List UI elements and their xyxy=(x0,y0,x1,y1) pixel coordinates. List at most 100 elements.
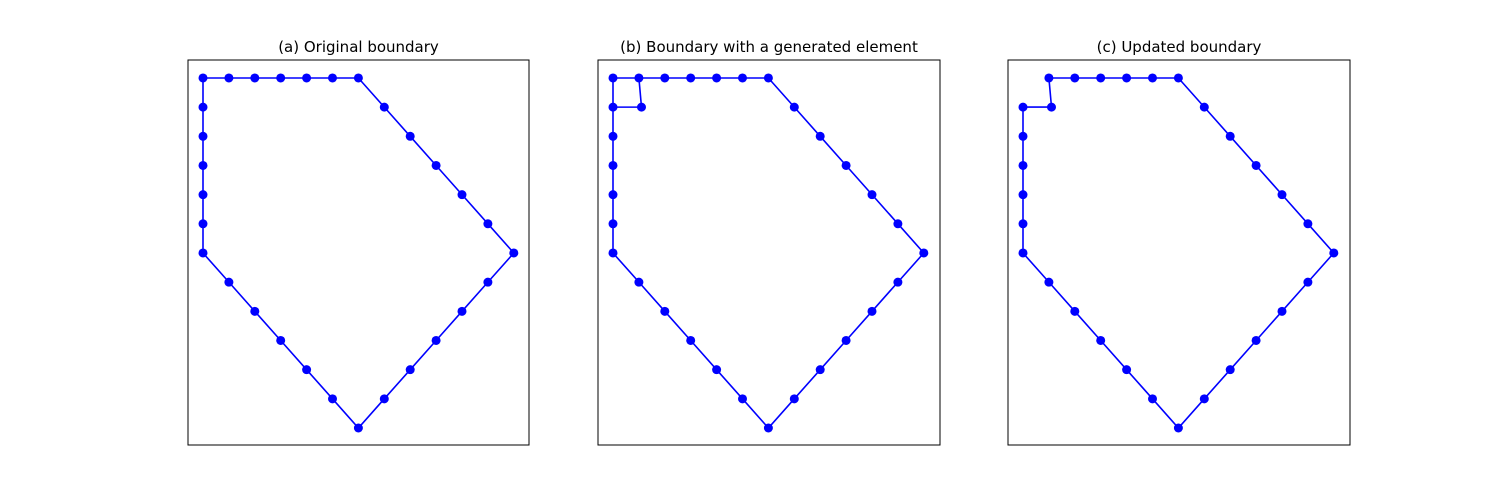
boundary-node xyxy=(1018,248,1028,258)
boundary-node xyxy=(457,306,467,316)
boundary-node xyxy=(686,335,696,345)
boundary-node xyxy=(608,102,618,112)
boundary-node xyxy=(1044,73,1054,83)
boundary-node xyxy=(198,190,208,200)
boundary-node xyxy=(1046,102,1056,112)
boundary-node xyxy=(198,219,208,229)
boundary-node xyxy=(919,248,929,258)
boundary-node xyxy=(353,423,363,433)
boundary-node xyxy=(198,248,208,258)
boundary-node xyxy=(634,73,644,83)
boundary-node xyxy=(379,102,389,112)
boundary-node xyxy=(198,131,208,141)
boundary-node xyxy=(608,131,618,141)
boundary-node xyxy=(660,73,670,83)
boundary-node xyxy=(1251,335,1261,345)
panel-updated-boundary: (c) Updated boundary xyxy=(1007,38,1351,446)
boundary-node xyxy=(250,73,260,83)
boundary-node xyxy=(353,73,363,83)
boundary-plot xyxy=(1018,73,1339,433)
boundary-node xyxy=(1070,306,1080,316)
boundary-node xyxy=(893,219,903,229)
boundary-node xyxy=(867,190,877,200)
boundary-node xyxy=(198,73,208,83)
boundary-node xyxy=(815,365,825,375)
boundary-node xyxy=(405,131,415,141)
boundary-node xyxy=(738,394,747,404)
boundary-node xyxy=(841,335,851,345)
boundary-node xyxy=(276,73,286,83)
boundary-node xyxy=(738,73,747,83)
boundary-node xyxy=(1173,73,1183,83)
boundary-node xyxy=(763,73,773,83)
boundary-node xyxy=(1018,160,1028,170)
boundary-node xyxy=(608,248,618,258)
panel-title: (a) Original boundary xyxy=(278,38,439,56)
boundary-node xyxy=(1277,306,1287,316)
panel-original-boundary: (a) Original boundary xyxy=(187,38,530,446)
boundary-node xyxy=(634,277,644,287)
boundary-node xyxy=(1199,394,1209,404)
boundary-node xyxy=(712,365,722,375)
boundary-node xyxy=(276,335,286,345)
boundary-node xyxy=(893,277,903,287)
boundary-node xyxy=(686,73,696,83)
boundary-node xyxy=(1148,394,1157,404)
boundary-node xyxy=(379,394,389,404)
boundary-node xyxy=(1225,131,1235,141)
boundary-node xyxy=(457,190,467,200)
boundary-node xyxy=(608,73,618,83)
boundary-node xyxy=(1018,190,1028,200)
boundary-node xyxy=(1122,73,1132,83)
boundary-node xyxy=(250,306,260,316)
boundary-node xyxy=(198,160,208,170)
boundary-node xyxy=(328,73,337,83)
boundary-node xyxy=(302,365,312,375)
boundary-plot xyxy=(198,73,519,433)
boundary-node xyxy=(1148,73,1157,83)
panel-title: (b) Boundary with a generated element xyxy=(620,38,918,56)
boundary-node xyxy=(431,160,441,170)
boundary-node xyxy=(608,160,618,170)
boundary-node xyxy=(636,102,646,112)
boundary-node xyxy=(815,131,825,141)
boundary-node xyxy=(608,190,618,200)
boundary-node xyxy=(712,73,722,83)
boundary-node xyxy=(1122,365,1132,375)
axes-frame xyxy=(597,59,941,446)
boundary-node xyxy=(328,394,337,404)
boundary-node xyxy=(198,102,208,112)
boundary-node xyxy=(224,73,234,83)
boundary-node xyxy=(1303,219,1313,229)
boundary-node xyxy=(1277,190,1287,200)
element-edge xyxy=(638,77,643,108)
boundary-node xyxy=(1329,248,1339,258)
boundary-node xyxy=(1018,131,1028,141)
boundary-node xyxy=(405,365,415,375)
axes-frame xyxy=(1007,59,1351,446)
boundary-node xyxy=(1070,73,1080,83)
boundary-node xyxy=(763,423,773,433)
boundary-node xyxy=(660,306,670,316)
boundary-node xyxy=(1199,102,1209,112)
boundary-node xyxy=(431,335,441,345)
panel-generated-element: (b) Boundary with a generated element xyxy=(597,38,941,446)
boundary-node xyxy=(483,219,493,229)
boundary-node xyxy=(608,219,618,229)
boundary-node xyxy=(1225,365,1235,375)
boundary-node xyxy=(1173,423,1183,433)
boundary-node xyxy=(224,277,234,287)
boundary-node xyxy=(1018,219,1028,229)
boundary-node xyxy=(1096,335,1106,345)
boundary-node xyxy=(789,102,799,112)
boundary-node xyxy=(483,277,493,287)
boundary-node xyxy=(1303,277,1313,287)
boundary-node xyxy=(1044,277,1054,287)
boundary-node xyxy=(302,73,312,83)
axes-frame xyxy=(187,59,530,446)
boundary-node xyxy=(1251,160,1261,170)
boundary-node xyxy=(789,394,799,404)
boundary-node xyxy=(867,306,877,316)
boundary-node xyxy=(509,248,519,258)
